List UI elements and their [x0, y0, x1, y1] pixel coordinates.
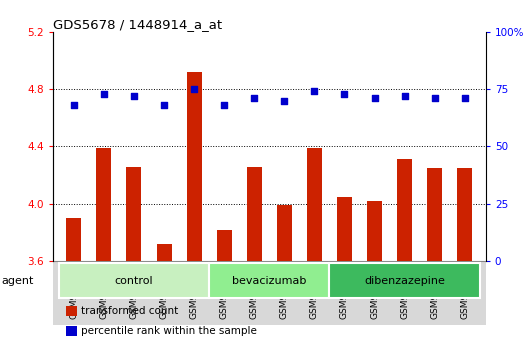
Point [310, 88, 318, 94]
Bar [156, 244, 172, 261]
Bar [367, 201, 382, 261]
Text: GDS5678 / 1448914_a_at: GDS5678 / 1448914_a_at [53, 18, 222, 31]
Bar [216, 229, 232, 261]
Text: transformed count: transformed count [81, 306, 178, 316]
Point [340, 91, 348, 97]
Text: dibenzazepine: dibenzazepine [364, 276, 445, 286]
Point [160, 102, 168, 108]
Point [430, 96, 439, 101]
Bar [186, 72, 202, 261]
Bar [66, 326, 77, 336]
Bar [209, 263, 329, 298]
Bar [329, 263, 480, 298]
Bar [66, 306, 77, 316]
Point [100, 91, 108, 97]
Bar [67, 218, 81, 261]
Bar [307, 148, 322, 261]
Point [190, 86, 199, 92]
Bar [427, 168, 442, 261]
Point [280, 98, 288, 103]
Bar [277, 205, 292, 261]
Bar [97, 148, 111, 261]
Point [370, 96, 379, 101]
Bar [457, 168, 472, 261]
Point [130, 93, 138, 99]
Point [460, 96, 469, 101]
Text: agent: agent [2, 276, 34, 286]
Point [250, 96, 259, 101]
Text: percentile rank within the sample: percentile rank within the sample [81, 326, 257, 336]
Point [220, 102, 229, 108]
Point [400, 93, 409, 99]
Point [70, 102, 78, 108]
Bar [59, 263, 209, 298]
Bar [397, 159, 412, 261]
Bar [337, 196, 352, 261]
Text: control: control [115, 276, 153, 286]
Bar [247, 166, 262, 261]
Bar [127, 166, 142, 261]
Text: bevacizumab: bevacizumab [232, 276, 306, 286]
